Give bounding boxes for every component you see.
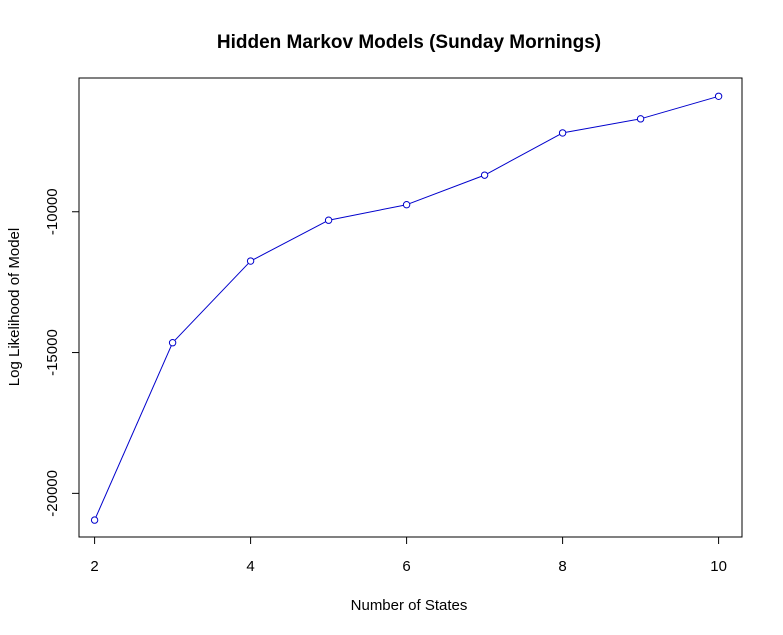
data-point [558, 129, 567, 137]
x-tick-label: 10 [710, 558, 727, 575]
data-point [324, 216, 333, 224]
x-tick-label: 6 [402, 558, 410, 575]
series-line-segment [94, 342, 174, 521]
series-line-segment [250, 219, 329, 262]
x-axis: 2 4 6 8 10 [90, 537, 727, 575]
data-point [402, 201, 411, 209]
plot-frame [78, 77, 743, 538]
series-layer [90, 92, 723, 524]
y-tick-label: -20000 [44, 470, 61, 517]
y-axis-label: Log Likelihood of Model [6, 228, 23, 386]
series-line-segment [640, 95, 719, 120]
data-point [480, 171, 489, 179]
data-point [168, 338, 177, 347]
x-axis-label: Number of States [351, 597, 468, 614]
data-point [246, 257, 255, 265]
series-line-segment [406, 174, 485, 206]
data-point [714, 92, 723, 101]
data-point [636, 115, 645, 123]
chart-title: Hidden Markov Models (Sunday Mornings) [217, 32, 601, 53]
series-line-segment [562, 118, 641, 134]
x-tick-label: 2 [90, 558, 98, 575]
y-axis: -20000 -15000 -10000 [44, 188, 79, 517]
y-tick-label: -15000 [44, 329, 61, 376]
data-point [90, 516, 99, 524]
series-line-segment [484, 132, 563, 176]
series-line-segment [172, 260, 251, 344]
x-tick-label: 8 [558, 558, 566, 575]
x-tick-label: 4 [246, 558, 254, 575]
y-tick-label: -10000 [44, 188, 61, 235]
series-line-segment [328, 204, 407, 221]
